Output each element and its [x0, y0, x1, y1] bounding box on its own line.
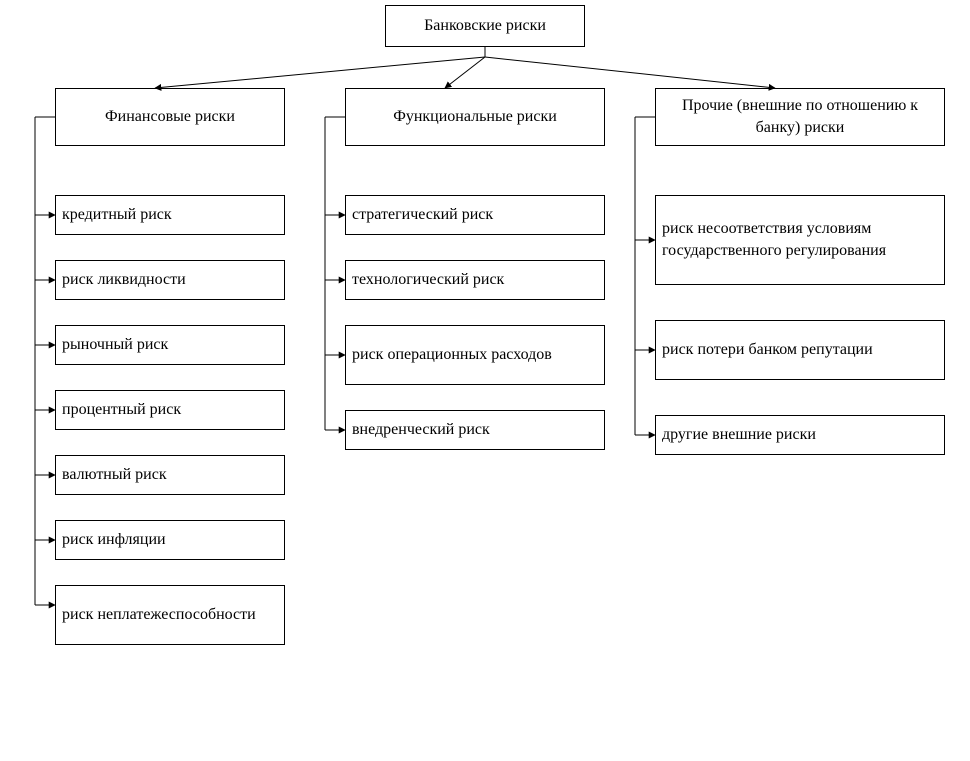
- leaf-node: риск несоответствия условиям государстве…: [655, 195, 945, 285]
- leaf-node: валютный риск: [55, 455, 285, 495]
- leaf-node: риск потери банком репутации: [655, 320, 945, 380]
- root-node: Банковские риски: [385, 5, 585, 47]
- leaf-node: стратегический риск: [345, 195, 605, 235]
- column-header-functional-label: Функциональные риски: [393, 106, 557, 128]
- leaf-label: риск инфляции: [62, 529, 166, 551]
- leaf-node: технологический риск: [345, 260, 605, 300]
- leaf-label: риск несоответствия условиям государстве…: [662, 218, 938, 261]
- column-header-financial: Финансовые риски: [55, 88, 285, 146]
- leaf-label: риск неплатежеспособности: [62, 604, 256, 626]
- leaf-node: риск неплатежеспособности: [55, 585, 285, 645]
- column-header-other-label: Прочие (внешние по отношению к банку) ри…: [662, 95, 938, 138]
- leaf-label: технологический риск: [352, 269, 504, 291]
- leaf-node: риск операционных расходов: [345, 325, 605, 385]
- leaf-label: стратегический риск: [352, 204, 493, 226]
- leaf-label: риск ликвидности: [62, 269, 186, 291]
- leaf-node: внедренческий риск: [345, 410, 605, 450]
- leaf-label: внедренческий риск: [352, 419, 490, 441]
- column-header-other: Прочие (внешние по отношению к банку) ри…: [655, 88, 945, 146]
- leaf-label: процентный риск: [62, 399, 181, 421]
- leaf-node: кредитный риск: [55, 195, 285, 235]
- leaf-label: риск операционных расходов: [352, 344, 552, 366]
- leaf-label: рыночный риск: [62, 334, 168, 356]
- root-label: Банковские риски: [424, 15, 546, 37]
- diagram-canvas: Банковские риски Финансовые риски Функци…: [0, 0, 970, 761]
- leaf-node: рыночный риск: [55, 325, 285, 365]
- leaf-label: кредитный риск: [62, 204, 172, 226]
- leaf-node: другие внешние риски: [655, 415, 945, 455]
- leaf-node: процентный риск: [55, 390, 285, 430]
- leaf-label: валютный риск: [62, 464, 167, 486]
- leaf-node: риск ликвидности: [55, 260, 285, 300]
- leaf-node: риск инфляции: [55, 520, 285, 560]
- leaf-label: другие внешние риски: [662, 424, 816, 446]
- column-header-functional: Функциональные риски: [345, 88, 605, 146]
- column-header-financial-label: Финансовые риски: [105, 106, 235, 128]
- leaf-label: риск потери банком репутации: [662, 339, 873, 361]
